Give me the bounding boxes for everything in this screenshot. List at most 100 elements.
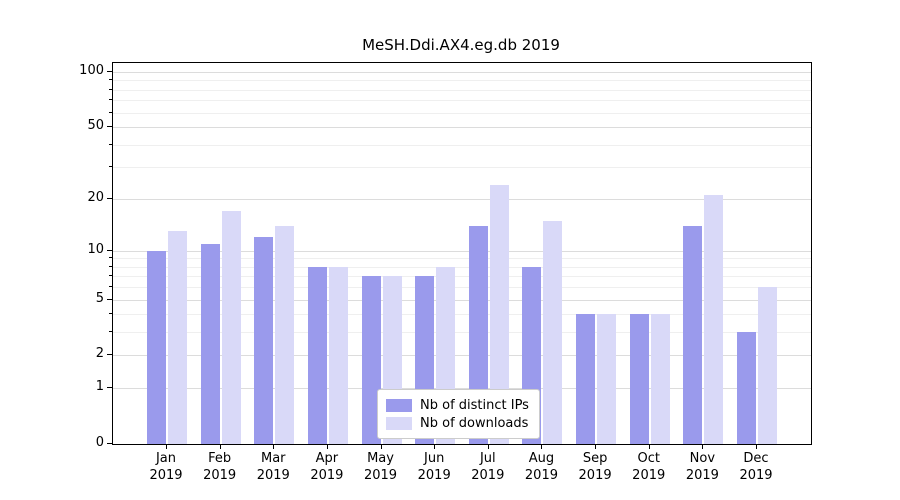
x-tick-label: Nov 2019 (685, 451, 719, 483)
minor-gridline (113, 332, 811, 334)
y-tick-mark (107, 249, 112, 251)
major-gridline (113, 198, 811, 200)
y-minor-tick-mark (109, 111, 112, 113)
x-tick-label: May 2019 (363, 451, 398, 483)
major-gridline (113, 250, 811, 252)
bar-nb-of-downloads-aug (543, 220, 563, 444)
bar-nb-of-distinct-ips-jan (147, 250, 166, 444)
x-tick-mark (434, 445, 436, 449)
minor-gridline (113, 287, 811, 289)
bar-nb-of-downloads-nov (704, 194, 724, 444)
bar-nb-of-distinct-ips-may (361, 276, 381, 444)
y-tick-mark (107, 354, 112, 356)
y-tick-label: 50 (87, 118, 104, 134)
x-tick-label: Dec 2019 (739, 451, 773, 483)
x-tick-label: Apr 2019 (310, 451, 344, 483)
legend: Nb of distinct IPs Nb of downloads (377, 389, 540, 439)
minor-gridline (113, 80, 811, 82)
x-tick-label: Oct 2019 (632, 451, 666, 483)
minor-gridline (113, 167, 811, 169)
bar-nb-of-downloads-apr (328, 266, 348, 444)
major-gridline (113, 72, 811, 74)
x-tick-label: Sep 2019 (578, 451, 612, 483)
minor-gridline (113, 314, 811, 316)
x-tick-label: Feb 2019 (203, 451, 237, 483)
bar-nb-of-downloads-dec (758, 287, 777, 444)
x-tick-mark (648, 445, 650, 449)
x-tick-mark (595, 445, 597, 449)
y-tick-label: 10 (87, 241, 104, 257)
x-tick-mark (326, 445, 328, 449)
y-minor-tick-mark (109, 166, 112, 168)
x-tick-mark (380, 445, 382, 449)
y-minor-tick-mark (109, 265, 112, 267)
x-tick-mark (487, 445, 489, 449)
bar-nb-of-distinct-ips-sep (576, 314, 596, 444)
y-tick-mark (107, 197, 112, 199)
major-gridline (113, 127, 811, 129)
legend-swatch (386, 416, 412, 430)
y-minor-tick-mark (109, 79, 112, 81)
y-tick-mark (107, 387, 112, 389)
y-tick-mark (107, 126, 112, 128)
minor-gridline (113, 258, 811, 260)
plot-area: Nb of distinct IPs Nb of downloads (112, 62, 812, 445)
bar-nb-of-distinct-ips-dec (737, 332, 756, 444)
legend-label: Nb of distinct IPs (420, 397, 529, 413)
major-gridline (113, 299, 811, 301)
bar-nb-of-distinct-ips-nov (683, 225, 703, 444)
y-minor-tick-mark (109, 286, 112, 288)
major-gridline (113, 355, 811, 357)
bar-nb-of-downloads-jul (489, 184, 509, 444)
y-tick-label: 0 (95, 435, 104, 450)
y-minor-tick-mark (109, 275, 112, 277)
y-tick-label: 2 (95, 346, 104, 362)
y-minor-tick-mark (109, 88, 112, 90)
y-minor-tick-mark (109, 143, 112, 145)
y-tick-mark (107, 71, 112, 73)
x-tick-label: Jul 2019 (471, 451, 505, 483)
y-tick-label: 20 (87, 189, 104, 205)
x-tick-mark (541, 445, 543, 449)
x-tick-mark (166, 445, 167, 449)
legend-row: Nb of downloads (386, 414, 529, 432)
minor-gridline (113, 100, 811, 102)
bar-nb-of-downloads-oct (650, 314, 670, 444)
y-tick-label: 100 (79, 63, 104, 79)
y-tick-label: 5 (95, 290, 104, 306)
x-tick-label: Jun 2019 (417, 451, 451, 483)
y-tick-mark (107, 443, 112, 444)
bar-nb-of-distinct-ips-mar (254, 237, 274, 444)
legend-label: Nb of downloads (420, 415, 529, 431)
legend-swatch (386, 398, 412, 412)
bar-nb-of-distinct-ips-apr (307, 266, 327, 444)
minor-gridline (113, 266, 811, 268)
minor-gridline (113, 112, 811, 114)
x-tick-label: Mar 2019 (256, 451, 290, 483)
y-tick-label: 1 (95, 379, 104, 395)
bar-nb-of-downloads-mar (275, 225, 295, 444)
y-minor-tick-mark (109, 257, 112, 259)
x-tick-mark (273, 445, 275, 449)
major-gridline (113, 388, 811, 390)
x-tick-mark (702, 445, 704, 449)
y-tick-mark (107, 298, 112, 300)
bar-nb-of-downloads-feb (221, 211, 241, 444)
y-minor-tick-mark (109, 331, 112, 333)
y-minor-tick-mark (109, 99, 112, 101)
chart-title: MeSH.Ddi.AX4.eg.db 2019 (362, 36, 560, 54)
minor-gridline (113, 276, 811, 278)
bar-nb-of-downloads-sep (597, 314, 617, 444)
legend-row: Nb of distinct IPs (386, 396, 529, 414)
x-tick-mark (756, 445, 757, 449)
x-tick-label: Jan 2019 (149, 451, 183, 483)
x-tick-label: Aug 2019 (524, 451, 558, 483)
minor-gridline (113, 89, 811, 91)
bar-nb-of-distinct-ips-feb (200, 243, 220, 444)
bar-nb-of-distinct-ips-oct (629, 314, 649, 444)
bar-nb-of-downloads-jan (168, 231, 187, 444)
y-minor-tick-mark (109, 313, 112, 315)
minor-gridline (113, 144, 811, 146)
x-tick-mark (219, 445, 221, 449)
